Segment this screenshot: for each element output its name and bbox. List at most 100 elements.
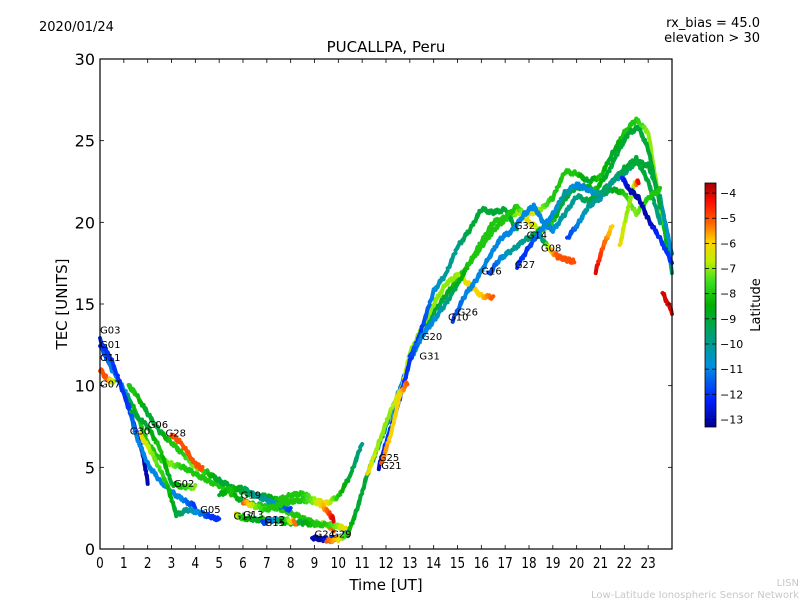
- data-point: [191, 483, 198, 491]
- satellite-label: G16: [481, 267, 501, 278]
- data-point: [425, 302, 432, 311]
- data-point: [356, 447, 363, 455]
- data-point: [617, 145, 624, 150]
- data-point: [463, 266, 470, 271]
- colorbar-label: Latitude: [749, 278, 764, 332]
- colorbar-tick-label: −4: [720, 187, 736, 200]
- data-point: [475, 243, 482, 251]
- y-tick-label: 20: [75, 213, 95, 232]
- data-point: [662, 216, 668, 227]
- colorbar-tick-label: −7: [720, 263, 736, 276]
- data-point: [656, 185, 663, 195]
- x-tick-label: 14: [426, 555, 441, 573]
- series-w: [565, 195, 603, 240]
- colorbar-tick-label: −9: [720, 313, 736, 326]
- data-point: [458, 297, 465, 307]
- data-point: [163, 435, 170, 441]
- colorbar-tick-label: −5: [720, 212, 736, 225]
- data-point: [102, 350, 108, 360]
- x-tick-label: 8: [287, 555, 295, 573]
- series-n: [324, 116, 674, 545]
- data-point: [490, 247, 497, 253]
- data-point: [552, 188, 559, 195]
- satellite-label: G13: [243, 510, 263, 521]
- x-tick-label: 11: [355, 555, 370, 573]
- data-point: [623, 134, 630, 139]
- satellite-label: G24: [315, 530, 335, 541]
- data-point: [395, 399, 401, 409]
- x-tick-label: 0: [96, 555, 104, 573]
- x-tick-label: 15: [450, 555, 465, 573]
- data-point: [464, 288, 471, 295]
- data-point: [540, 238, 547, 244]
- series-l: [260, 515, 298, 527]
- data-point: [131, 423, 137, 432]
- data-point: [475, 210, 482, 220]
- data-point: [564, 207, 571, 213]
- data-point: [370, 453, 377, 460]
- y-tick-label: 5: [85, 458, 95, 477]
- series-v: [536, 231, 577, 265]
- x-tick-label: 20: [569, 555, 584, 573]
- satellite-label: G12: [265, 515, 285, 526]
- x-tick-label: 16: [474, 555, 489, 573]
- x-tick-label: 13: [402, 555, 417, 573]
- data-point: [169, 441, 176, 447]
- plot-data: [98, 116, 674, 545]
- data-point: [157, 447, 164, 455]
- data-point: [455, 279, 462, 286]
- satellite-label: G19: [241, 490, 261, 501]
- series-x: [593, 224, 615, 276]
- data-point: [330, 514, 336, 524]
- data-point: [483, 236, 490, 244]
- satellite-label: G20: [422, 332, 442, 343]
- colorbar-tick-label: −8: [720, 288, 736, 301]
- data-point: [635, 178, 641, 186]
- satellite-label: G17: [234, 512, 254, 523]
- satellite-label: G03: [100, 325, 120, 336]
- data-point: [616, 138, 623, 145]
- data-point: [199, 465, 205, 473]
- data-point: [656, 212, 663, 226]
- data-point: [646, 148, 653, 159]
- x-tick-label: 4: [192, 555, 200, 573]
- satellite-label: G21: [381, 461, 401, 472]
- data-point: [188, 456, 195, 462]
- satellite-label: G29: [331, 530, 351, 541]
- data-point: [388, 425, 395, 437]
- elevation-label: elevation > 30: [664, 31, 760, 46]
- x-tick-label: 10: [331, 555, 346, 573]
- data-point: [558, 214, 565, 222]
- data-point: [624, 208, 630, 216]
- data-point: [427, 315, 434, 322]
- rx-bias-label: rx_bias = 45.0: [666, 16, 760, 31]
- data-point: [449, 288, 456, 297]
- data-point: [571, 258, 577, 265]
- data-point: [358, 491, 365, 498]
- data-point: [342, 525, 348, 533]
- x-tick-label: 17: [498, 555, 513, 573]
- satellite-label: G10: [448, 312, 468, 323]
- data-point: [608, 224, 615, 231]
- data-point: [385, 439, 392, 445]
- data-point: [611, 155, 618, 163]
- data-point: [167, 492, 174, 501]
- x-tick-label: 21: [593, 555, 608, 573]
- colorbar: [704, 182, 717, 428]
- data-point: [390, 421, 396, 428]
- data-point: [215, 516, 222, 522]
- data-point: [622, 128, 629, 135]
- data-point: [425, 324, 432, 330]
- series-k: [241, 496, 336, 524]
- series-u: [515, 181, 663, 270]
- y-axis-ticks: 0 5 10 15 20 25 30: [75, 50, 672, 559]
- data-point: [602, 237, 609, 246]
- data-point: [463, 231, 470, 238]
- data-point: [455, 241, 462, 250]
- data-point: [141, 451, 148, 463]
- data-point: [552, 224, 559, 229]
- data-point: [492, 262, 499, 268]
- data-point: [358, 442, 365, 450]
- data-point: [342, 480, 349, 489]
